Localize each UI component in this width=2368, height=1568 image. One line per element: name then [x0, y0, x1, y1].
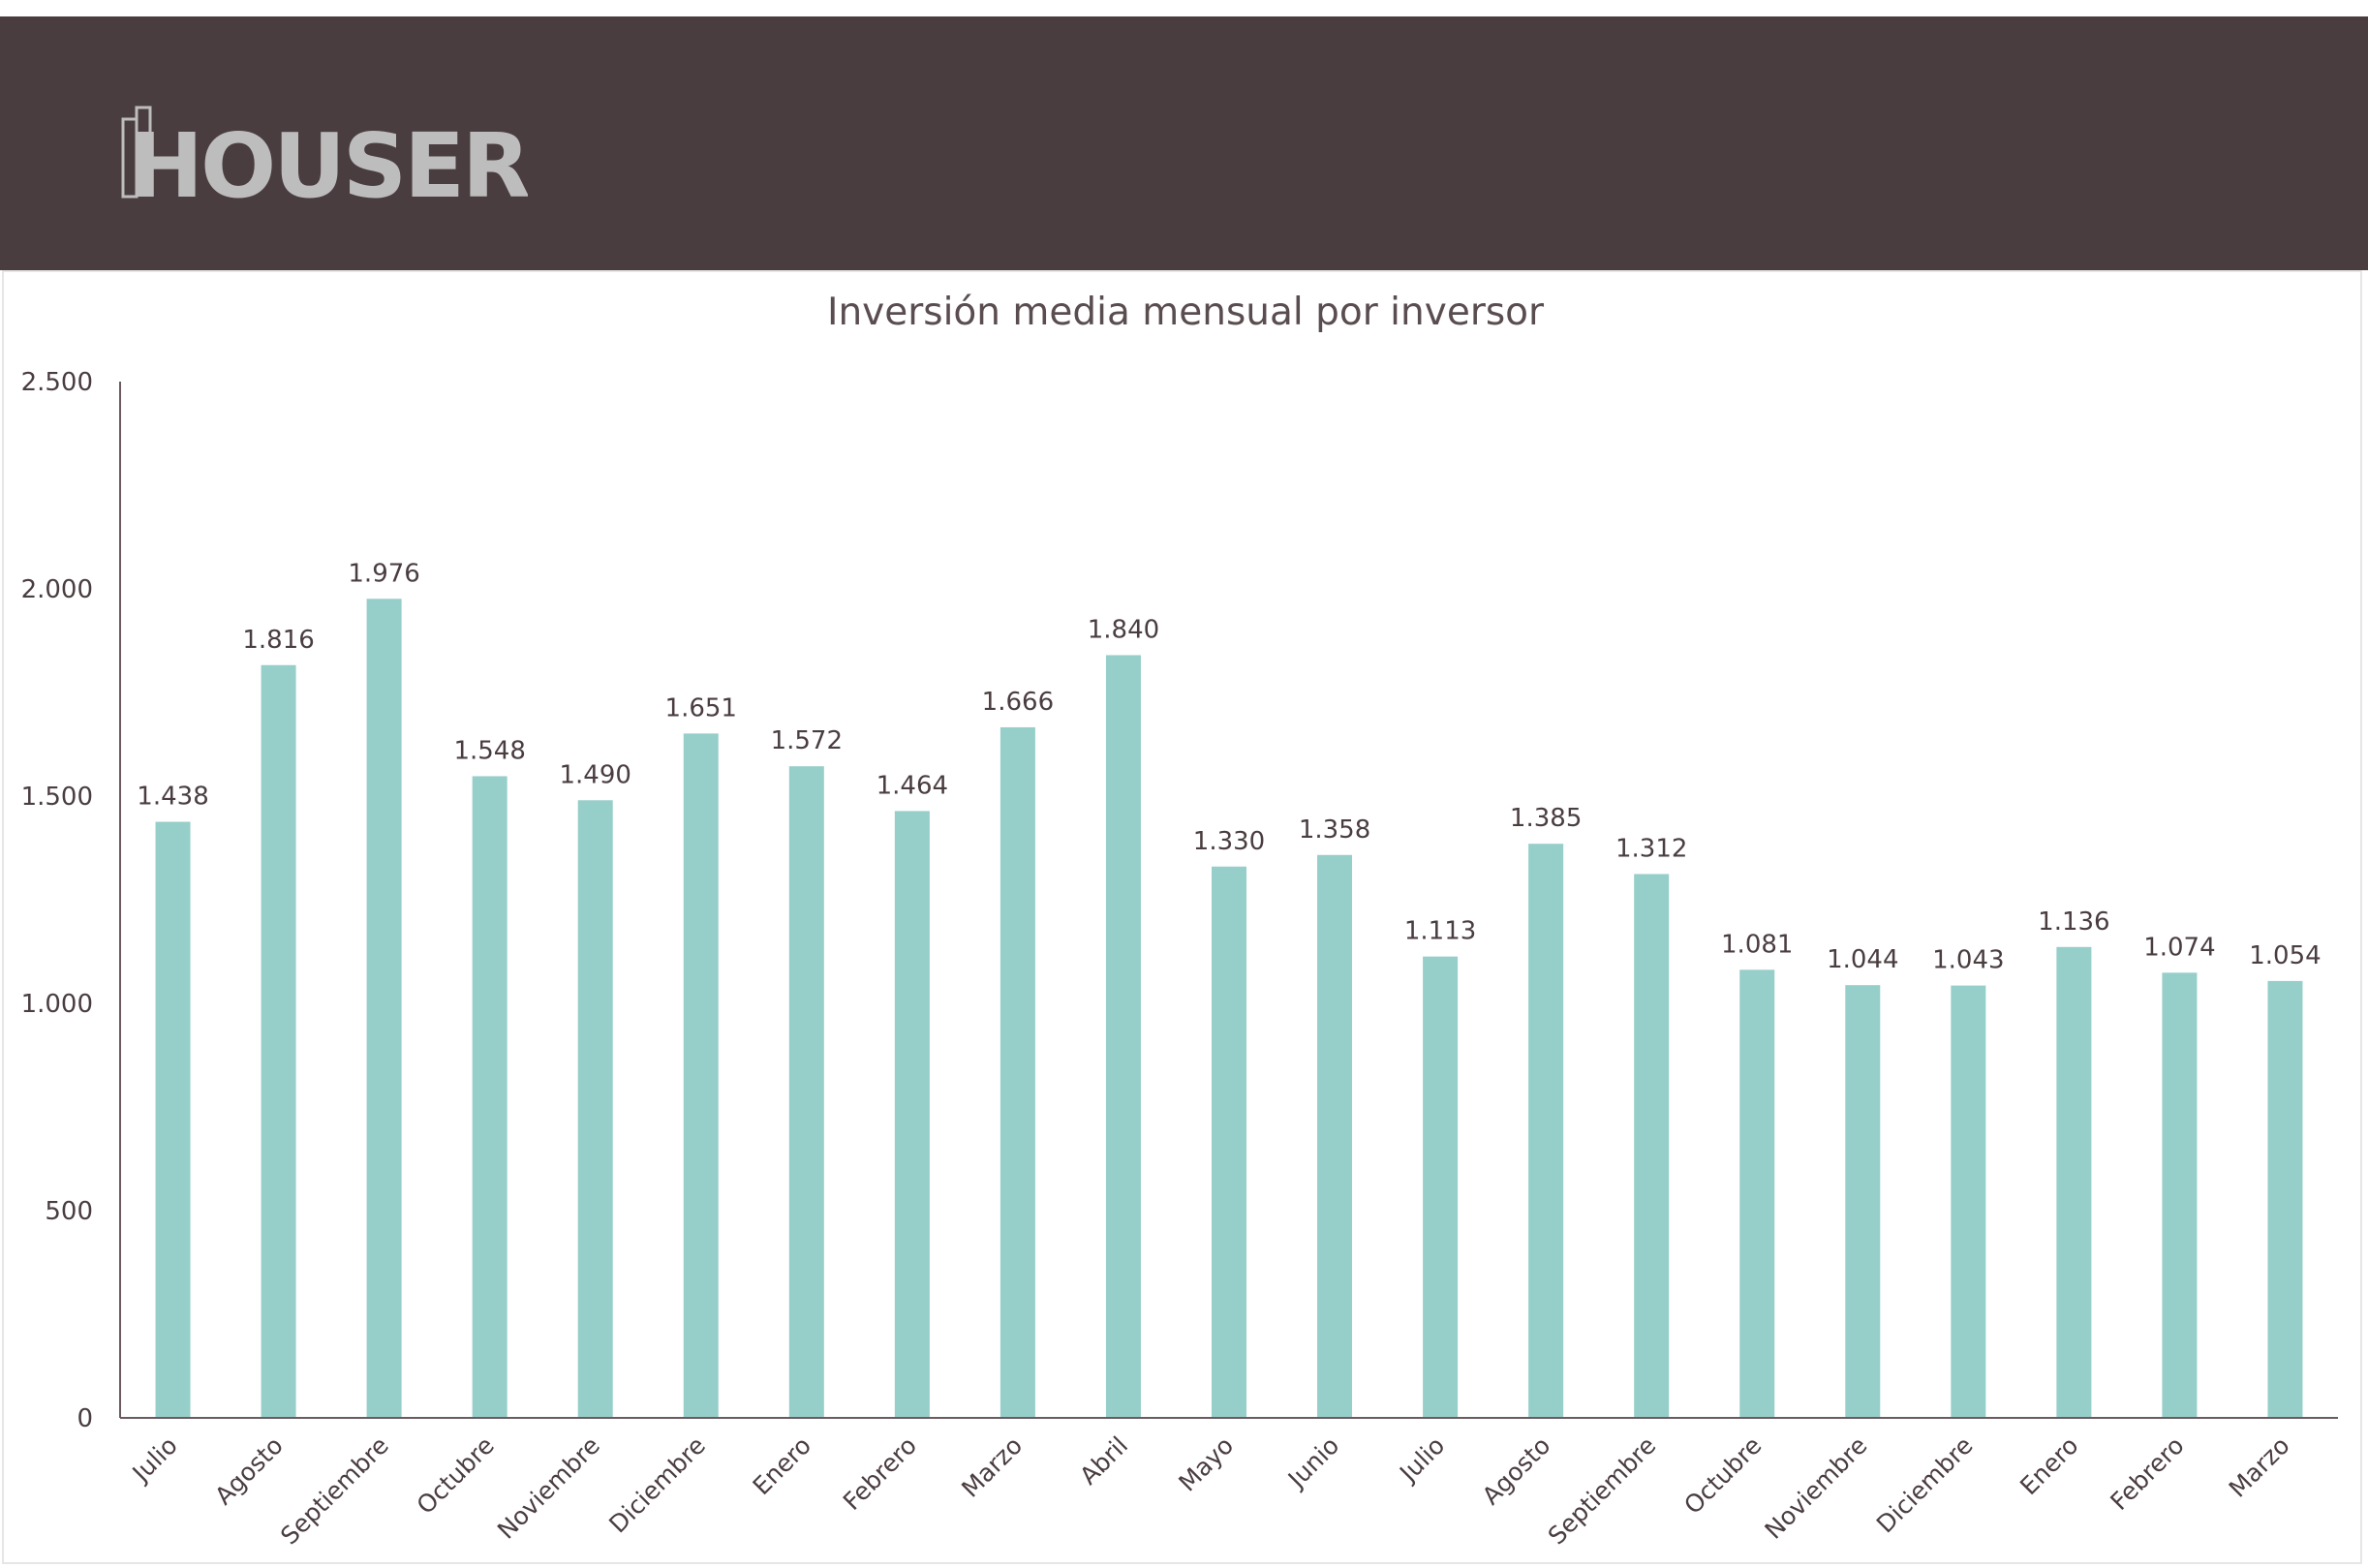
- bar: [1317, 854, 1353, 1418]
- data-label: 1.054: [2249, 941, 2321, 970]
- data-label: 1.043: [1932, 946, 2004, 975]
- x-tick-label: Abril: [1074, 1431, 1133, 1491]
- x-tick-label: Julio: [126, 1431, 183, 1489]
- x-tick-label: Febrero: [838, 1431, 922, 1516]
- bar: [1634, 874, 1670, 1418]
- bar: [894, 811, 930, 1418]
- x-tick-label: Noviembre: [492, 1431, 605, 1545]
- bar: [1105, 655, 1141, 1418]
- bar: [155, 821, 191, 1418]
- bar: [2267, 980, 2303, 1418]
- x-tick-label: Marzo: [956, 1431, 1028, 1503]
- x-tick-label: Octubre: [412, 1431, 500, 1520]
- bar: [999, 726, 1035, 1418]
- bar: [366, 599, 402, 1418]
- y-tick-label: 2.500: [21, 368, 93, 397]
- chart-panel: Inversión media mensual por inversor 0 50…: [2, 270, 2362, 1564]
- x-tick-label: Junio: [1281, 1431, 1344, 1494]
- bar: [1951, 985, 1986, 1418]
- bar: [1212, 866, 1246, 1418]
- data-label: 1.312: [1615, 834, 1687, 863]
- data-label: 1.136: [2038, 907, 2109, 937]
- bar-chart: Inversión media mensual por inversor 0 50…: [21, 291, 2338, 1551]
- bar: [683, 733, 719, 1418]
- data-label: 1.840: [1088, 615, 1159, 644]
- header-banner: HOUSERS: [0, 16, 2368, 270]
- bar: [577, 800, 613, 1418]
- x-tick-label: Octubre: [1678, 1431, 1767, 1520]
- chart-title: Inversión media mensual por inversor: [827, 291, 1545, 334]
- data-label: 1.816: [242, 626, 314, 655]
- x-tick-label: Marzo: [2224, 1431, 2295, 1503]
- data-label: 1.651: [665, 693, 737, 723]
- x-tick-label: Septiembre: [1543, 1431, 1662, 1551]
- x-tick-label: Diciembre: [603, 1431, 711, 1539]
- bar: [2056, 946, 2092, 1418]
- bar: [472, 776, 507, 1418]
- bar: [2162, 972, 2198, 1418]
- data-label: 1.438: [137, 783, 208, 812]
- x-tick-label: Julio: [1393, 1431, 1450, 1489]
- data-label: 1.976: [348, 559, 419, 588]
- x-tick-label: Agosto: [1477, 1431, 1556, 1511]
- bar: [1845, 985, 1881, 1418]
- x-tick-label: Agosto: [209, 1431, 289, 1511]
- data-label: 1.666: [982, 688, 1054, 717]
- data-label: 1.113: [1404, 917, 1476, 946]
- bar: [1528, 844, 1564, 1418]
- y-tick-label: 2.000: [21, 575, 93, 604]
- bar: [261, 664, 296, 1418]
- x-tick-label: Diciembre: [1871, 1431, 1979, 1539]
- y-tick-label: 500: [45, 1197, 93, 1226]
- bar: [1423, 956, 1459, 1418]
- x-tick-label: Enero: [2014, 1431, 2083, 1500]
- data-label: 1.358: [1299, 815, 1370, 845]
- data-label: 1.385: [1510, 804, 1582, 833]
- data-label: 1.044: [1827, 945, 1898, 974]
- bar: [1739, 969, 1775, 1418]
- x-tick-label: Septiembre: [275, 1431, 394, 1551]
- bar: [788, 766, 824, 1418]
- data-label: 1.548: [453, 736, 525, 765]
- x-tick-label: Enero: [748, 1431, 816, 1500]
- data-label: 1.490: [559, 760, 630, 789]
- data-label: 1.074: [2143, 933, 2215, 962]
- data-label: 1.572: [771, 726, 843, 755]
- y-tick-label: 0: [77, 1404, 93, 1433]
- data-label: 1.081: [1721, 930, 1793, 959]
- housers-logo: HOUSERS: [121, 106, 528, 208]
- y-tick-label: 1.000: [21, 990, 93, 1019]
- data-label: 1.330: [1193, 827, 1265, 856]
- x-tick-label: Noviembre: [1760, 1431, 1873, 1545]
- y-tick-label: 1.500: [21, 783, 93, 812]
- data-label: 1.464: [876, 771, 948, 800]
- x-tick-label: Mayo: [1173, 1431, 1239, 1497]
- logo-text: HOUSERS: [129, 114, 528, 208]
- x-tick-label: Febrero: [2105, 1431, 2189, 1516]
